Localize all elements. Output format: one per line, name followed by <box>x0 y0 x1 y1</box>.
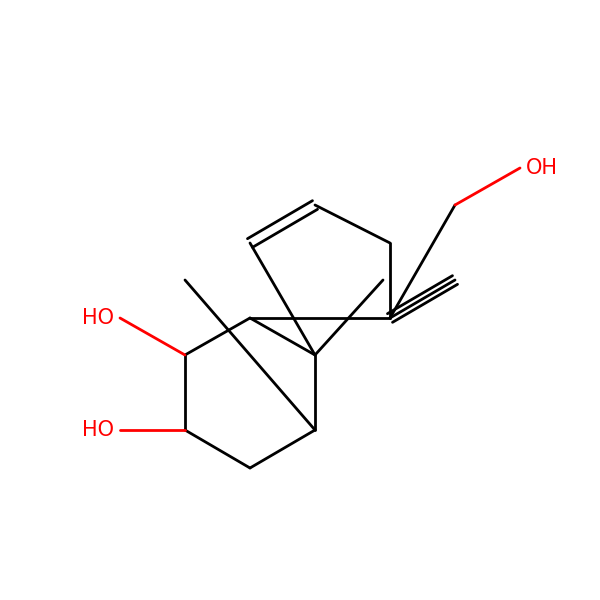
Text: HO: HO <box>82 420 114 440</box>
Text: OH: OH <box>526 158 558 178</box>
Text: HO: HO <box>82 308 114 328</box>
